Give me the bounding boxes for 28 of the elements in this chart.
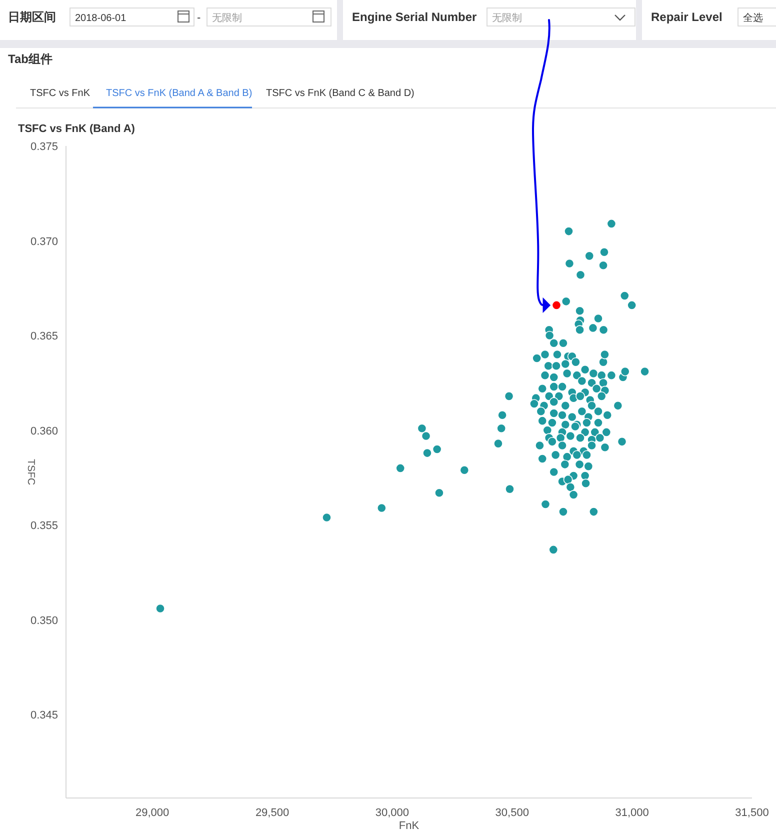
y-tick-label: 0.375 [30,141,58,153]
y-tick-label: 0.370 [30,236,58,248]
y-tick-label: 0.350 [30,614,58,627]
x-tick-label: 29,000 [136,807,170,819]
x-axis-title: FnK [398,820,420,832]
y-tick-label: 0.360 [30,425,58,438]
y-tick-label: 0.345 [30,710,58,722]
text: 日期区间 [8,10,56,24]
text: 无限制 [212,12,242,24]
y-tick-label: 0.355 [30,520,58,532]
text: Repair Level [651,10,722,24]
text: TSFC vs FnK [30,88,90,99]
x-tick-label: 30,000 [375,807,410,819]
text: 无限制 [492,12,522,24]
text: TSFC vs FnK (Band C & Band D) [266,88,414,99]
x-tick-label: 29,500 [255,807,290,819]
x-tick-label: 30,500 [495,807,529,819]
text: Engine Serial Number [352,10,478,24]
chart-title: TSFC vs FnK (Band A) [18,123,136,135]
text: TSFC vs FnK (Band A & Band B) [106,88,252,99]
text: 2018-06-01 [75,13,127,24]
x-tick-label: 31,000 [615,807,649,819]
x-tick-label: 31,500 [735,807,769,819]
text: - [197,12,201,24]
y-axis-title: TSFC [25,458,36,486]
text: 全选 [743,12,763,24]
text: Tab组件 [8,52,52,66]
y-tick-label: 0.365 [30,330,58,343]
